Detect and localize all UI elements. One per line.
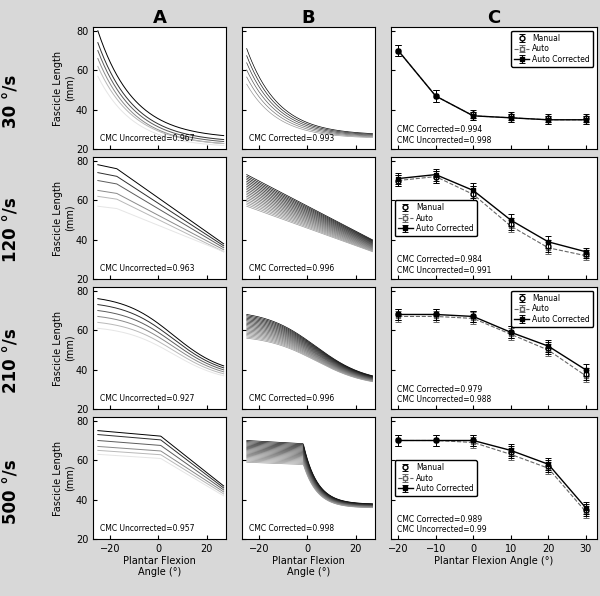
X-axis label: Plantar Flexion
Angle (°): Plantar Flexion Angle (°)	[272, 555, 345, 578]
Text: 210 °/s: 210 °/s	[3, 328, 21, 393]
Text: CMC Corrected=0.994
CMC Uncorrected=0.998: CMC Corrected=0.994 CMC Uncorrected=0.99…	[397, 125, 491, 145]
Title: C: C	[487, 9, 500, 27]
Text: CMC Corrected=0.989
CMC Uncorrected=0.99: CMC Corrected=0.989 CMC Uncorrected=0.99	[397, 515, 487, 535]
Title: B: B	[302, 9, 315, 27]
Text: 30 °/s: 30 °/s	[3, 74, 21, 128]
Legend: Manual, Auto, Auto Corrected: Manual, Auto, Auto Corrected	[395, 200, 477, 236]
Text: CMC Corrected=0.984
CMC Uncorrected=0.991: CMC Corrected=0.984 CMC Uncorrected=0.99…	[397, 255, 491, 275]
Text: CMC Uncorrected=0.927: CMC Uncorrected=0.927	[100, 395, 194, 403]
Text: CMC Uncorrected=0.963: CMC Uncorrected=0.963	[100, 264, 194, 274]
Y-axis label: Fascicle Length
(mm): Fascicle Length (mm)	[53, 181, 74, 256]
X-axis label: Plantar Flexion
Angle (°): Plantar Flexion Angle (°)	[123, 555, 196, 578]
Text: 500 °/s: 500 °/s	[3, 460, 21, 524]
Text: CMC Corrected=0.996: CMC Corrected=0.996	[248, 395, 334, 403]
Y-axis label: Fascicle Length
(mm): Fascicle Length (mm)	[53, 51, 74, 126]
Text: CMC Corrected=0.993: CMC Corrected=0.993	[248, 134, 334, 143]
Y-axis label: Fascicle Length
(mm): Fascicle Length (mm)	[53, 311, 74, 386]
Legend: Manual, Auto, Auto Corrected: Manual, Auto, Auto Corrected	[511, 30, 593, 67]
Legend: Manual, Auto, Auto Corrected: Manual, Auto, Auto Corrected	[395, 460, 477, 496]
Text: CMC Corrected=0.979
CMC Uncorrected=0.988: CMC Corrected=0.979 CMC Uncorrected=0.98…	[397, 385, 491, 405]
Text: CMC Corrected=0.998: CMC Corrected=0.998	[248, 524, 334, 533]
Text: CMC Uncorrected=0.957: CMC Uncorrected=0.957	[100, 524, 194, 533]
Title: A: A	[152, 9, 166, 27]
Text: CMC Corrected=0.996: CMC Corrected=0.996	[248, 264, 334, 274]
Text: 120 °/s: 120 °/s	[3, 197, 21, 262]
Legend: Manual, Auto, Auto Corrected: Manual, Auto, Auto Corrected	[511, 291, 593, 327]
Text: CMC Uncorrected=0.967: CMC Uncorrected=0.967	[100, 134, 194, 143]
Y-axis label: Fascicle Length
(mm): Fascicle Length (mm)	[53, 440, 74, 516]
X-axis label: Plantar Flexion Angle (°): Plantar Flexion Angle (°)	[434, 555, 553, 566]
